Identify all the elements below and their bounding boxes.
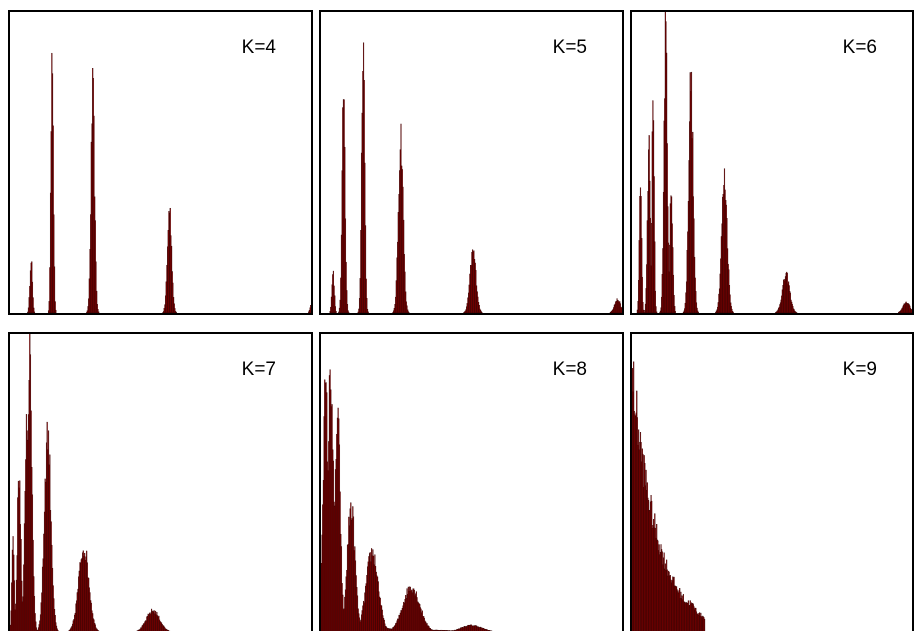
histogram-panel-k4: K=4 bbox=[8, 10, 313, 315]
panel-frame bbox=[630, 332, 914, 631]
histogram-panel-k7: K=7 bbox=[8, 332, 313, 631]
histogram-bar bbox=[697, 312, 699, 314]
histogram-bar bbox=[656, 311, 658, 314]
histogram-bar bbox=[55, 309, 57, 314]
histogram-panel-k9: K=9 bbox=[630, 332, 914, 631]
histogram-bar bbox=[348, 312, 350, 314]
panel-frame bbox=[319, 332, 624, 631]
bar-group bbox=[320, 369, 493, 631]
bar-group bbox=[329, 42, 623, 314]
panel-label: K=8 bbox=[553, 359, 587, 380]
histogram-bar bbox=[732, 311, 734, 314]
panel-frame bbox=[319, 10, 624, 315]
histogram-bar bbox=[481, 312, 483, 314]
histogram-bar bbox=[674, 311, 676, 314]
panel-frame bbox=[8, 332, 313, 631]
histogram-bar bbox=[704, 618, 706, 631]
panel-frame bbox=[8, 10, 313, 315]
histogram-bar bbox=[175, 312, 177, 314]
histogram-bar bbox=[98, 311, 100, 314]
panel-label: K=5 bbox=[553, 37, 587, 58]
panel-label: K=9 bbox=[843, 359, 877, 380]
bar-group bbox=[27, 52, 312, 314]
histogram-bar bbox=[367, 311, 369, 314]
histogram-bar bbox=[13, 580, 15, 631]
panel-label: K=7 bbox=[242, 359, 276, 380]
histogram-bar bbox=[33, 311, 36, 314]
panel-label: K=6 bbox=[843, 37, 877, 58]
bar-group bbox=[631, 361, 706, 631]
histogram-bar bbox=[35, 627, 38, 631]
bar-group bbox=[9, 333, 171, 631]
histogram-panel-k5: K=5 bbox=[319, 10, 624, 315]
histogram-panel-k6: K=6 bbox=[630, 10, 914, 315]
histogram-bar bbox=[335, 311, 337, 314]
histogram-panel-k8: K=8 bbox=[319, 332, 624, 631]
panel-label: K=4 bbox=[242, 37, 277, 58]
panel-frame bbox=[630, 10, 914, 315]
histogram-bar bbox=[35, 621, 37, 631]
histogram-bar bbox=[408, 312, 410, 314]
